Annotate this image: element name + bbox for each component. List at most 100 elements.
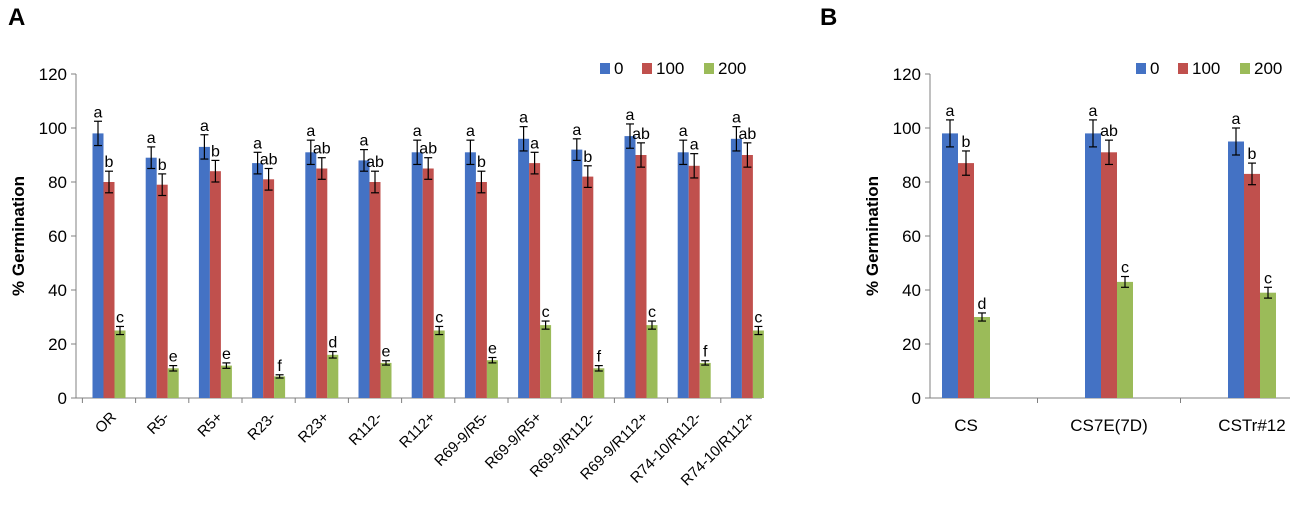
- bar-100: [582, 176, 594, 398]
- significance-letter: d: [328, 335, 337, 352]
- significance-letter: ab: [1100, 123, 1118, 140]
- y-tick-label: 80: [902, 173, 921, 192]
- bar-0: [92, 133, 104, 398]
- bar-0: [571, 149, 583, 398]
- bar-100: [688, 165, 700, 398]
- bar-200: [220, 365, 232, 398]
- bar-200: [167, 368, 179, 398]
- significance-letter: a: [626, 107, 635, 124]
- x-tick-label: R112+: [396, 409, 439, 452]
- significance-letter: ab: [366, 154, 384, 171]
- bar-100: [103, 182, 115, 398]
- y-tick-label: 80: [48, 173, 67, 192]
- y-tick-label: 120: [893, 65, 921, 84]
- y-tick-label: 60: [48, 227, 67, 246]
- bar-100: [316, 168, 328, 398]
- bar-100: [958, 163, 974, 398]
- significance-letter: a: [530, 135, 539, 152]
- x-tick-label: CS: [954, 416, 978, 435]
- significance-letter: ab: [632, 126, 650, 143]
- legend-label-0: 0: [614, 59, 623, 78]
- x-tick-label: OR: [92, 409, 120, 437]
- significance-letter: c: [754, 309, 762, 326]
- significance-letter: c: [542, 304, 550, 321]
- bar-200: [752, 330, 764, 398]
- bar-200: [540, 325, 552, 398]
- bar-0: [358, 160, 370, 398]
- significance-letter: d: [978, 296, 987, 313]
- bar-100: [741, 155, 753, 398]
- significance-letter: f: [277, 358, 282, 375]
- significance-letter: e: [169, 349, 178, 366]
- significance-letter: ab: [260, 152, 278, 169]
- significance-letter: e: [488, 341, 497, 358]
- bar-100: [635, 155, 647, 398]
- significance-letter: ab: [739, 126, 757, 143]
- bar-200: [433, 330, 445, 398]
- significance-letter: a: [253, 135, 262, 152]
- panel-label-a: A: [8, 4, 26, 31]
- y-tick-label: 100: [39, 119, 67, 138]
- significance-letter: c: [435, 309, 443, 326]
- significance-letter: a: [690, 137, 699, 154]
- significance-letter: a: [413, 123, 422, 140]
- x-tick-label: R23+: [295, 409, 333, 447]
- significance-letter: a: [732, 110, 741, 127]
- y-tick-label: 120: [39, 65, 67, 84]
- bar-200: [974, 317, 990, 398]
- significance-letter: a: [1232, 111, 1241, 128]
- x-tick-label: CS7E(7D): [1070, 416, 1147, 435]
- y-tick-label: 60: [902, 227, 921, 246]
- significance-letter: a: [306, 123, 315, 140]
- y-tick-label: 0: [912, 389, 921, 408]
- bar-200: [486, 360, 498, 398]
- bar-0: [730, 138, 742, 399]
- bar-200: [380, 362, 392, 398]
- bar-0: [1085, 133, 1101, 398]
- significance-letter: c: [1264, 270, 1272, 287]
- legend-swatch-200: [1240, 63, 1250, 74]
- significance-letter: b: [158, 157, 167, 174]
- y-axis-title: % Germination: [863, 176, 882, 296]
- bar-0: [464, 152, 476, 398]
- significance-letter: b: [105, 154, 114, 171]
- significance-letter: c: [648, 304, 656, 321]
- y-axis-title: % Germination: [9, 176, 28, 296]
- bar-0: [1228, 141, 1244, 398]
- bar-200: [699, 362, 711, 398]
- bar-0: [624, 136, 636, 398]
- bar-100: [1244, 173, 1260, 398]
- legend-swatch-0: [600, 63, 610, 74]
- bar-200: [1260, 292, 1276, 398]
- legend-swatch-200: [704, 63, 714, 74]
- legend-swatch-100: [1178, 63, 1188, 74]
- significance-letter: a: [94, 104, 103, 121]
- bar-0: [411, 152, 423, 398]
- significance-letter: a: [679, 123, 688, 140]
- bar-100: [475, 182, 487, 398]
- bar-0: [145, 157, 157, 398]
- significance-letter: b: [477, 154, 486, 171]
- legend-label-200: 200: [1254, 59, 1282, 78]
- bar-200: [274, 376, 286, 398]
- significance-letter: b: [211, 143, 220, 160]
- significance-letter: a: [1089, 103, 1098, 120]
- significance-letter: b: [583, 149, 592, 166]
- legend-label-200: 200: [718, 59, 746, 78]
- significance-letter: f: [703, 344, 708, 361]
- significance-letter: c: [116, 309, 124, 326]
- y-tick-label: 40: [902, 281, 921, 300]
- bar-0: [942, 133, 958, 398]
- y-tick-label: 100: [893, 119, 921, 138]
- bar-100: [529, 163, 541, 398]
- legend-swatch-0: [1136, 63, 1146, 74]
- bar-0: [198, 146, 210, 398]
- x-tick-label: R112-: [346, 409, 386, 449]
- y-tick-label: 20: [48, 335, 67, 354]
- significance-letter: ab: [419, 141, 437, 158]
- significance-letter: a: [519, 110, 528, 127]
- bar-200: [593, 368, 605, 398]
- panel-label-b: B: [820, 4, 838, 31]
